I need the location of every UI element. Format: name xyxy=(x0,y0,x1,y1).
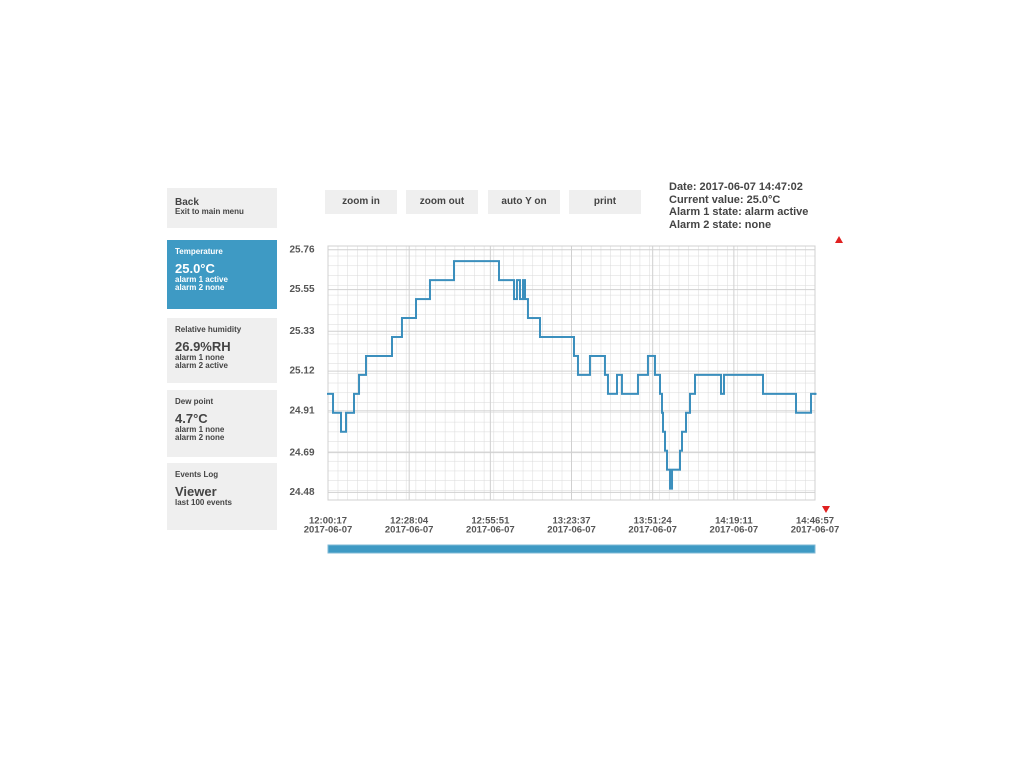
y-tick-label: 24.69 xyxy=(289,447,314,458)
y-tick-label: 25.55 xyxy=(289,284,314,295)
sensor-panel[interactable]: Temperature 25.0°C alarm 1 active alarm 2 n… xyxy=(167,240,277,309)
sensor-panel[interactable]: Relative humidity 26.9%RH alarm 1 none alar… xyxy=(167,318,277,383)
panel-line: alarm 2 none xyxy=(175,283,225,292)
panel-value: Viewer xyxy=(175,484,217,499)
status-line: Alarm 2 state: none xyxy=(669,218,772,231)
sensor-panel[interactable]: Events Log Viewer last 100 events xyxy=(167,463,277,530)
x-tick-date: 2017-06-07 xyxy=(710,525,759,536)
y-tick-label: 24.91 xyxy=(289,406,314,417)
panel-title: Dew point xyxy=(175,397,214,406)
y-tick-label: 25.12 xyxy=(289,366,314,377)
status-line: Alarm 1 state: alarm active xyxy=(669,206,809,218)
panel-title: Relative humidity xyxy=(175,325,242,334)
y-tick-label: 25.33 xyxy=(289,326,314,337)
panel-line: last 100 events xyxy=(175,498,232,507)
x-tick-date: 2017-06-07 xyxy=(547,525,596,536)
x-tick-date: 2017-06-07 xyxy=(628,525,677,536)
panel-title: Events Log xyxy=(175,470,219,479)
scroll-down-arrow[interactable] xyxy=(822,506,830,513)
back-title: Back xyxy=(175,197,199,208)
status-line: Current value: 25.0°C xyxy=(669,193,781,206)
toolbar-button[interactable]: print xyxy=(569,190,641,214)
toolbar-button[interactable]: auto Y on xyxy=(488,190,560,214)
panel-line: alarm 1 none xyxy=(175,353,225,362)
x-tick-date: 2017-06-07 xyxy=(791,525,840,536)
x-tick-label: 13:51:24 xyxy=(634,516,673,527)
back-button[interactable]: Back Exit to main menu xyxy=(167,188,277,228)
x-tick-label: 12:55:51 xyxy=(471,516,510,527)
scrollbar[interactable] xyxy=(327,544,816,554)
toolbar-button[interactable]: zoom in xyxy=(325,190,397,214)
panel-value: 4.7°C xyxy=(175,411,208,426)
x-tick-date: 2017-06-07 xyxy=(466,525,515,536)
y-tick-label: 25.76 xyxy=(289,244,314,255)
x-tick-label: 12:00:17 xyxy=(309,516,347,527)
panel-line: alarm 2 active xyxy=(175,361,228,370)
x-tick-date: 2017-06-07 xyxy=(385,525,434,536)
x-tick-label: 12:28:04 xyxy=(390,516,429,527)
panel-title: Temperature xyxy=(175,247,223,256)
status-line: Date: 2017-06-07 14:47:02 xyxy=(669,181,803,193)
y-tick-label: 24.48 xyxy=(289,487,314,498)
x-tick-label: 14:19:11 xyxy=(715,516,753,527)
x-tick-label: 13:23:37 xyxy=(552,516,590,527)
toolbar-button[interactable]: zoom out xyxy=(406,190,478,214)
scroll-up-arrow[interactable] xyxy=(835,236,843,243)
panel-line: alarm 1 none xyxy=(175,425,225,434)
x-tick-label: 14:46:57 xyxy=(796,516,834,527)
back-subtitle: Exit to main menu xyxy=(175,207,244,216)
x-tick-date: 2017-06-07 xyxy=(304,525,353,536)
panel-line: alarm 1 active xyxy=(175,275,228,284)
panel-value: 25.0°C xyxy=(175,261,215,276)
panel-value: 26.9%RH xyxy=(175,339,231,354)
status-panel: Date: 2017-06-07 14:47:02 Current value: … xyxy=(669,181,808,231)
sensor-panel[interactable]: Dew point 4.7°C alarm 1 none alarm 2 none xyxy=(167,390,277,457)
panel-line: alarm 2 none xyxy=(175,433,225,442)
